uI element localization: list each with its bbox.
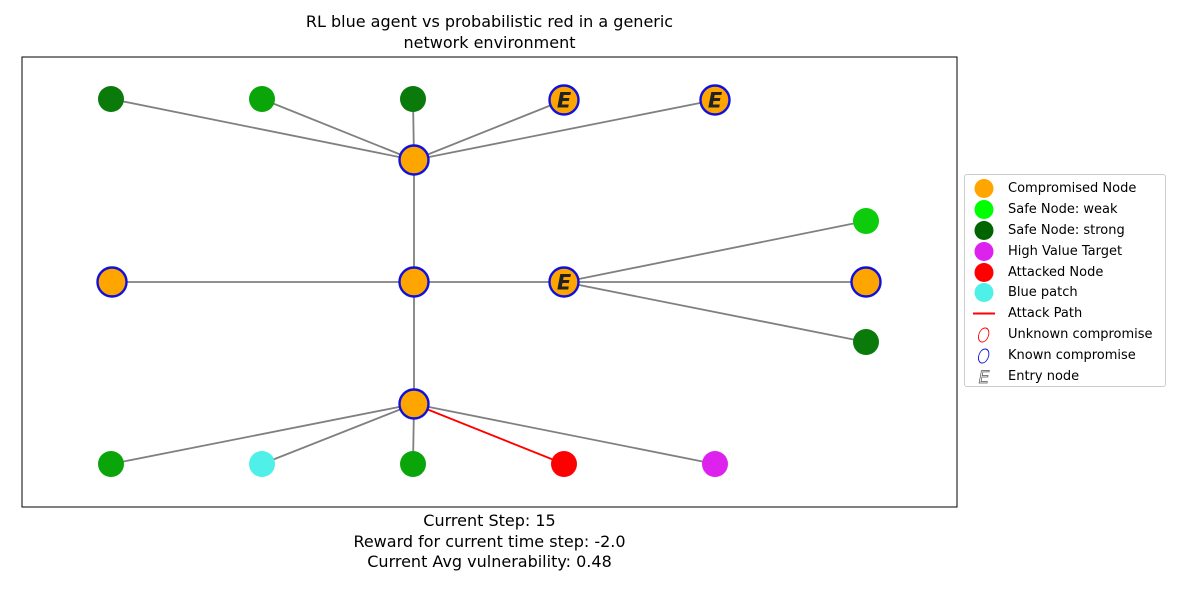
edge-n5-n3 [413, 99, 565, 161]
legend-item: Attacked Node [965, 262, 1165, 283]
node-n3: E [548, 84, 580, 116]
node-n7 [398, 266, 430, 298]
edge-n8-n9 [563, 220, 867, 283]
legend-label: Known compromise [1008, 348, 1136, 364]
legend-symbol [977, 348, 990, 364]
legend-label: Safe Node: strong [1008, 222, 1125, 238]
legend-item: Safe Node: weak [965, 199, 1165, 220]
plot-frame [21, 56, 958, 508]
node-n2 [400, 86, 426, 112]
svg-text:E: E [979, 368, 990, 387]
legend-symbol [973, 312, 995, 315]
title-line-2: network environment [403, 33, 576, 52]
status-footer: Current Step: 15 Reward for current time… [22, 511, 957, 573]
edge-n12-n17 [413, 403, 716, 465]
node-layer: E E E [96, 84, 882, 477]
legend-symbol: E [978, 368, 990, 387]
legend-item: Unknown compromise [965, 324, 1165, 345]
node-n1 [249, 86, 275, 112]
node-n0 [98, 86, 124, 112]
node-n14 [249, 451, 275, 477]
legend-label: Entry node [1008, 369, 1080, 385]
attack-path-layer [413, 403, 565, 465]
legend-item: Known compromise [965, 345, 1165, 366]
attack-path-n12-n16 [413, 403, 565, 465]
legend-label: Unknown compromise [1008, 327, 1153, 343]
legend-label: Attacked Node [1008, 264, 1104, 280]
edge-n8-n11 [563, 281, 867, 343]
legend-item: E Entry node [965, 366, 1165, 387]
title-line-1: RL blue agent vs probabilistic red in a … [305, 12, 674, 31]
current-step: Current Step: 15 [423, 511, 556, 530]
chart-title: RL blue agent vs probabilistic red in a … [22, 11, 957, 53]
entry-marker: E [557, 271, 572, 295]
legend-label: Blue patch [1008, 285, 1078, 301]
edge-n5-n4 [413, 99, 716, 161]
node-n9 [853, 208, 879, 234]
node-n12 [398, 388, 430, 420]
legend-item: Compromised Node [965, 178, 1165, 199]
node-n15 [400, 451, 426, 477]
legend-symbol [974, 262, 994, 282]
legend-symbol [974, 199, 994, 219]
legend-item: Blue patch [965, 282, 1165, 303]
node-n11 [853, 329, 879, 355]
edge-n12-n14 [261, 403, 415, 465]
legend: Compromised Node Safe Node: weak Safe Node… [964, 174, 1166, 387]
legend-label: Compromised Node [1008, 181, 1137, 196]
legend-item: Safe Node: strong [965, 220, 1165, 241]
legend-item: High Value Target [965, 241, 1165, 262]
legend-label: High Value Target [1008, 243, 1123, 259]
edge-layer [110, 98, 867, 465]
node-n4: E [699, 84, 731, 116]
legend-label: Safe Node: weak [1008, 201, 1118, 217]
node-n17 [702, 451, 728, 477]
node-n10 [850, 266, 882, 298]
edge-n12-n13 [110, 403, 415, 465]
reward-text: Reward for current time step: -2.0 [353, 531, 626, 551]
node-n13 [98, 451, 124, 477]
legend-label: Attack Path [1008, 306, 1083, 322]
node-n5 [398, 144, 430, 176]
node-n8: E [548, 266, 580, 298]
edge-n5-n0 [110, 98, 415, 161]
legend-symbol [974, 241, 994, 261]
legend-symbol [974, 283, 994, 303]
legend-symbol [974, 179, 994, 198]
legend-symbol [977, 327, 990, 343]
avg-vulnerability: Current Avg vulnerability: 0.48 [367, 552, 612, 571]
edge-n5-n1 [261, 98, 415, 161]
node-n16 [551, 451, 577, 477]
node-n6 [96, 266, 128, 298]
entry-marker: E [557, 89, 572, 113]
entry-marker: E [708, 89, 723, 113]
legend-item: Attack Path [965, 303, 1165, 324]
legend-symbol [974, 220, 994, 240]
